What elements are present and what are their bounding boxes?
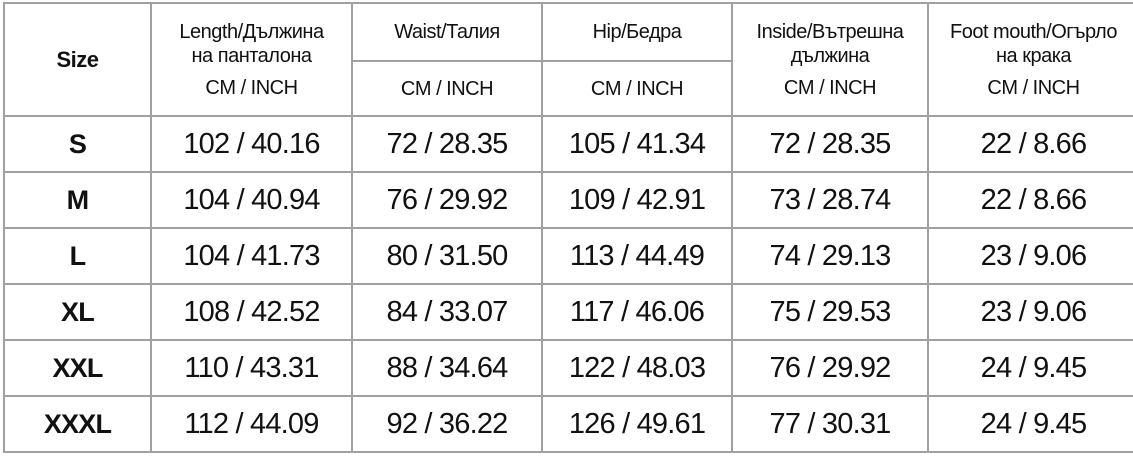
cell-waist: 76 / 29.92 bbox=[351, 171, 543, 229]
cell-size: XL bbox=[3, 283, 152, 341]
cell-hip: 113 / 44.49 bbox=[541, 227, 733, 285]
cell-inside: 74 / 29.13 bbox=[731, 227, 929, 285]
size-chart-table: Size Length/Дължина на панталона CM / IN… bbox=[3, 2, 1133, 453]
table-row: XL 108 / 42.52 84 / 33.07 117 / 46.06 75 / 2… bbox=[3, 283, 1133, 341]
cell-length: 104 / 41.73 bbox=[150, 227, 353, 285]
header-length-line1: Length/Дължина bbox=[179, 20, 324, 43]
cell-inside: 72 / 28.35 bbox=[731, 115, 929, 173]
cell-length: 112 / 44.09 bbox=[150, 395, 353, 453]
cell-foot: 23 / 9.06 bbox=[927, 227, 1133, 285]
table-row: S 102 / 40.16 72 / 28.35 105 / 41.34 72 / 28… bbox=[3, 115, 1133, 173]
header-waist: Waist/Талия bbox=[351, 2, 543, 62]
cell-foot: 23 / 9.06 bbox=[927, 283, 1133, 341]
header-length-unit: CM / INCH bbox=[205, 76, 298, 99]
header-size: Size bbox=[3, 2, 152, 117]
cell-foot: 24 / 9.45 bbox=[927, 395, 1133, 453]
cell-hip: 117 / 46.06 bbox=[541, 283, 733, 341]
header-length: Length/Дължина на панталона CM / INCH bbox=[150, 2, 353, 117]
cell-inside: 77 / 30.31 bbox=[731, 395, 929, 453]
cell-size: XXL bbox=[3, 339, 152, 397]
header-hip: Hip/Бедра bbox=[541, 2, 733, 62]
cell-waist: 84 / 33.07 bbox=[351, 283, 543, 341]
header-foot: Foot mouth/Огърло на крака CM / INCH bbox=[927, 2, 1133, 117]
cell-waist: 92 / 36.22 bbox=[351, 395, 543, 453]
table-row: XXXL 112 / 44.09 92 / 36.22 126 / 49.61 77 /… bbox=[3, 395, 1133, 453]
header-length-line2: на панталона bbox=[191, 44, 312, 67]
cell-waist: 88 / 34.64 bbox=[351, 339, 543, 397]
cell-inside: 75 / 29.53 bbox=[731, 283, 929, 341]
table-row: XXL 110 / 43.31 88 / 34.64 122 / 48.03 76 / … bbox=[3, 339, 1133, 397]
cell-size: L bbox=[3, 227, 152, 285]
cell-length: 110 / 43.31 bbox=[150, 339, 353, 397]
cell-hip: 122 / 48.03 bbox=[541, 339, 733, 397]
header-foot-line2: на крака bbox=[995, 44, 1072, 67]
cell-hip: 105 / 41.34 bbox=[541, 115, 733, 173]
header-foot-unit: CM / INCH bbox=[987, 76, 1080, 99]
header-hip-unit: CM / INCH bbox=[541, 60, 733, 117]
table-row: L 104 / 41.73 80 / 31.50 113 / 44.49 74 / 29… bbox=[3, 227, 1133, 285]
header-inside-line2: дължина bbox=[790, 44, 870, 67]
cell-foot: 22 / 8.66 bbox=[927, 115, 1133, 173]
cell-waist: 72 / 28.35 bbox=[351, 115, 543, 173]
cell-foot: 24 / 9.45 bbox=[927, 339, 1133, 397]
cell-length: 108 / 42.52 bbox=[150, 283, 353, 341]
cell-size: S bbox=[3, 115, 152, 173]
cell-hip: 126 / 49.61 bbox=[541, 395, 733, 453]
header-foot-line1: Foot mouth/Огърло bbox=[949, 20, 1118, 43]
cell-length: 104 / 40.94 bbox=[150, 171, 353, 229]
cell-waist: 80 / 31.50 bbox=[351, 227, 543, 285]
cell-foot: 22 / 8.66 bbox=[927, 171, 1133, 229]
cell-size: XXXL bbox=[3, 395, 152, 453]
cell-size: M bbox=[3, 171, 152, 229]
header-inside-unit: CM / INCH bbox=[783, 76, 877, 99]
header-inside: Inside/Вътрешна дължина CM / INCH bbox=[731, 2, 929, 117]
cell-inside: 73 / 28.74 bbox=[731, 171, 929, 229]
cell-inside: 76 / 29.92 bbox=[731, 339, 929, 397]
header-waist-unit: CM / INCH bbox=[351, 60, 543, 117]
table-row: M 104 / 40.94 76 / 29.92 109 / 42.91 73 / 28… bbox=[3, 171, 1133, 229]
cell-length: 102 / 40.16 bbox=[150, 115, 353, 173]
header-inside-line1: Inside/Вътрешна bbox=[756, 20, 904, 43]
cell-hip: 109 / 42.91 bbox=[541, 171, 733, 229]
